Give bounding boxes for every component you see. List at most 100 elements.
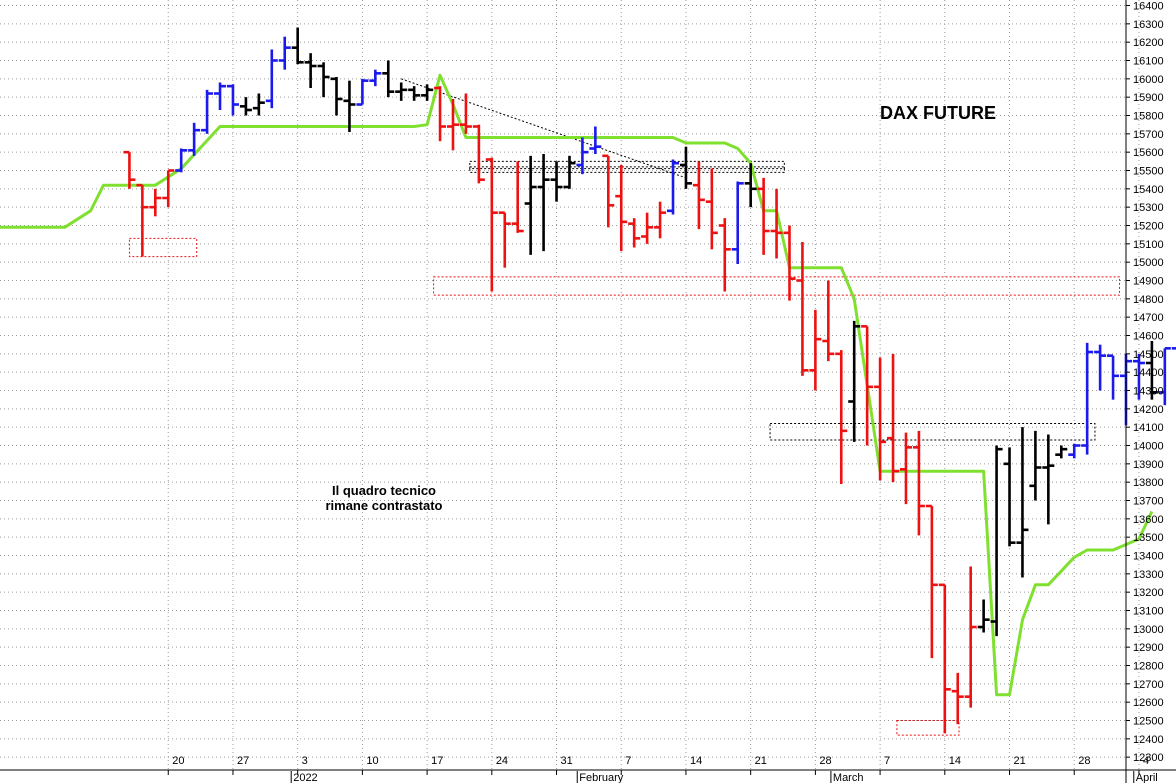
- ohlc-bar: [408, 86, 421, 101]
- ohlc-bar: [123, 150, 136, 189]
- ohlc-bar: [175, 148, 188, 173]
- ohlc-bar: [705, 168, 718, 250]
- ohlc-bar: [330, 77, 343, 116]
- support-zone: [896, 720, 960, 736]
- x-tick-label: 7: [884, 755, 890, 767]
- y-tick-label: 15100: [1133, 239, 1164, 251]
- x-tick-label: 10: [366, 755, 378, 767]
- ohlc-bar: [421, 84, 434, 101]
- ohlc-bar: [1107, 354, 1120, 400]
- ohlc-bar: [925, 504, 938, 659]
- x-tick-label: 4: [1143, 755, 1149, 767]
- ohlc-bar: [265, 49, 278, 109]
- ohlc-bars: [123, 27, 1176, 734]
- ohlc-bar: [550, 161, 563, 202]
- chart-title: DAX FUTURE: [880, 103, 996, 123]
- ohlc-bar: [654, 201, 667, 239]
- ohlc-bar: [589, 126, 602, 154]
- y-tick-label: 15000: [1133, 257, 1164, 269]
- y-tick-label: 14800: [1133, 294, 1164, 306]
- ohlc-bar: [1094, 344, 1107, 391]
- ohlc-bar: [628, 218, 641, 248]
- y-tick-label: 13900: [1133, 459, 1164, 471]
- y-tick-label: 14700: [1133, 312, 1164, 324]
- y-tick-label: 13400: [1133, 551, 1164, 563]
- resistance-zone: [469, 160, 785, 170]
- ohlc-bar: [718, 218, 731, 292]
- month-label: April: [1136, 772, 1158, 783]
- y-tick-label: 14400: [1133, 367, 1164, 379]
- y-tick-label: 16000: [1133, 74, 1164, 86]
- ohlc-bar: [964, 566, 977, 708]
- x-tick-label: 20: [172, 755, 184, 767]
- ohlc-bar: [835, 350, 848, 484]
- y-tick-label: 16400: [1133, 1, 1164, 13]
- stop-line: [0, 73, 1154, 697]
- y-tick-label: 14600: [1133, 331, 1164, 343]
- ohlc-bar: [822, 280, 835, 362]
- ohlc-bar: [977, 599, 990, 633]
- y-tick-label: 12500: [1133, 716, 1164, 728]
- ohlc-bar: [912, 430, 925, 536]
- y-tick-label: 12800: [1133, 661, 1164, 673]
- x-tick-label: 3: [302, 755, 308, 767]
- ohlc-bar: [809, 309, 822, 391]
- y-tick-label: 15600: [1133, 147, 1164, 159]
- ohlc-bar: [692, 161, 705, 230]
- ohlc-bar: [1081, 342, 1094, 455]
- ohlc-bar: [1003, 447, 1016, 547]
- ohlc-bar: [1055, 445, 1068, 459]
- x-tick-label: 7: [625, 755, 631, 767]
- ohlc-bar: [951, 672, 964, 725]
- ohlc-bar: [239, 97, 252, 116]
- y-tick-label: 15900: [1133, 92, 1164, 104]
- ohlc-bar: [563, 155, 576, 189]
- y-tick-label: 16200: [1133, 37, 1164, 49]
- annotation-line-1: Il quadro tecnico: [332, 483, 436, 498]
- ohlc-bar: [615, 165, 628, 252]
- ohlc-bar: [874, 357, 887, 481]
- ohlc-bar: [537, 154, 550, 252]
- y-tick-label: 13700: [1133, 496, 1164, 508]
- ohlc-bar: [899, 432, 912, 505]
- ohlc-bar: [861, 325, 874, 446]
- y-tick-label: 15200: [1133, 221, 1164, 233]
- ohlc-bar: [796, 242, 809, 376]
- y-tick-label: 13300: [1133, 569, 1164, 581]
- x-tick-label: 24: [496, 755, 508, 767]
- ohlc-bar: [446, 99, 459, 151]
- month-label: March: [833, 772, 864, 783]
- ohlc-bar: [511, 161, 524, 233]
- y-tick-label: 14900: [1133, 276, 1164, 288]
- y-tick-label: 14000: [1133, 441, 1164, 453]
- ohlc-bar: [1029, 430, 1042, 501]
- ohlc-bar: [162, 169, 175, 208]
- y-tick-label: 15500: [1133, 166, 1164, 178]
- x-tick-label: 21: [755, 755, 767, 767]
- ohlc-bar: [356, 78, 369, 106]
- y-tick-label: 15700: [1133, 129, 1164, 141]
- y-tick-label: 13200: [1133, 587, 1164, 599]
- support-zone: [433, 276, 1121, 296]
- ohlc-bar: [434, 86, 447, 142]
- month-label: February: [579, 772, 624, 783]
- price-zones: [128, 160, 1121, 736]
- ohlc-bar: [990, 445, 1003, 637]
- ohlc-bar: [136, 183, 149, 257]
- ohlc-bar: [524, 155, 537, 255]
- ohlc-bar: [667, 159, 680, 215]
- y-tick-label: 15400: [1133, 184, 1164, 196]
- y-tick-label: 14500: [1133, 349, 1164, 361]
- y-tick-label: 14200: [1133, 404, 1164, 416]
- ohlc-bar: [602, 154, 615, 228]
- ohlc-bar: [472, 124, 485, 184]
- x-tick-label: 28: [819, 755, 831, 767]
- y-tick-label: 13100: [1133, 606, 1164, 618]
- ohlc-bar: [1158, 347, 1171, 406]
- y-tick-label: 13800: [1133, 477, 1164, 489]
- ohlc-bar: [317, 62, 330, 98]
- y-tick-label: 16100: [1133, 56, 1164, 68]
- ohlc-bar: [382, 60, 395, 98]
